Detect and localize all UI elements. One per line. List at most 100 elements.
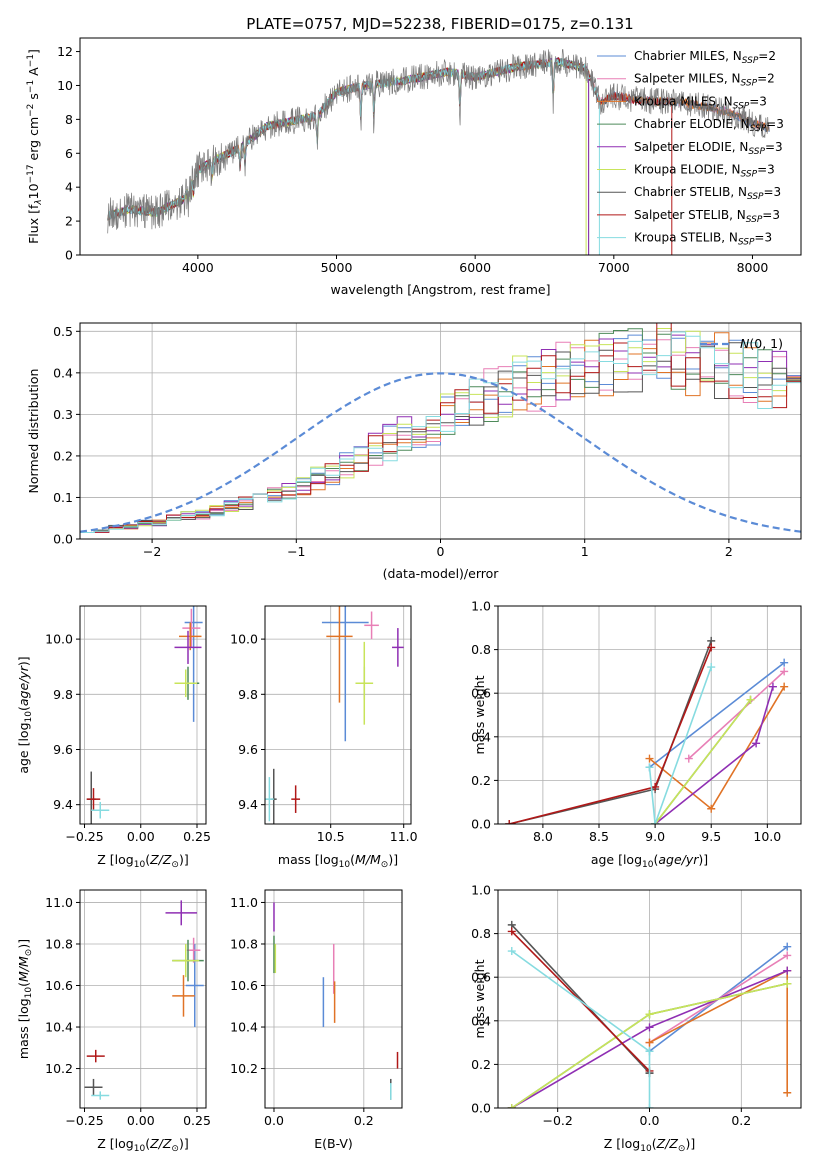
weight-vs-age-point-marker: [707, 663, 716, 672]
mass-vs-ebv-xtick-label: 0.2: [354, 1113, 374, 1128]
age-vs-mass-point-salpeter-stelib: [291, 785, 301, 813]
age-vs-mass-xlabel-part: )]: [388, 852, 398, 867]
weight-vs-Z-series-kroupa-stelib: [507, 947, 654, 1108]
spectrum-legend-label-part: =2: [757, 72, 775, 86]
weight-vs-age-point-marker: [780, 667, 789, 676]
age-vs-Z-ylabel: age [log10(age/yr)]: [16, 656, 34, 773]
mass-vs-Z-point-salpeter-elodie: [165, 900, 197, 926]
mass-vs-Z-point-chabrier-miles: [185, 943, 204, 1028]
age-vs-mass-ytick-label: 9.8: [238, 687, 258, 702]
age-vs-mass-xlabel-part: (: [350, 852, 355, 867]
age-vs-mass-ytick-label: 9.4: [238, 797, 258, 812]
weight-vs-age-xtick-label: 8.5: [589, 829, 609, 844]
spectrum-frame: 4000 5000 6000 7000 8000 0 2 4 6 8 10 12: [57, 37, 802, 275]
spectrum-ylabel-part: λ: [34, 199, 44, 205]
age-vs-Z-ytick-label: 9.6: [53, 742, 73, 757]
spectrum-legend-label-part: =3: [765, 140, 783, 154]
spectrum-legend-label-part: Chabrier STELIB, N: [634, 185, 747, 199]
spectrum-ytick-label: 6: [65, 146, 73, 161]
weight-vs-age-series-line: [688, 670, 785, 760]
age-vs-mass-xlabel-part: mass [log: [278, 852, 339, 867]
mass-vs-Z-ytick-label: 10.4: [45, 1020, 73, 1035]
age-vs-Z-point-salpeter-miles: [182, 608, 201, 648]
spectrum-observed: [107, 49, 769, 234]
spectrum-legend-label: Salpeter STELIB, NSSP=3: [634, 208, 780, 225]
spectrum-legend-label-part: Kroupa ELODIE, N: [634, 163, 741, 177]
mass-vs-ebv-data-group: [273, 902, 399, 1100]
mass-vs-Z-xlabel-part: Z [log: [97, 1136, 133, 1151]
spectrum-legend-label-part: =2: [758, 49, 776, 63]
age-vs-Z-frame: −0.25 0.00 0.25 9.4 9.6 9.8 10.0: [45, 605, 211, 844]
spectrum-ylabel-part: A: [26, 67, 41, 80]
residuals-legend-label: N(0, 1): [740, 336, 783, 351]
age-vs-mass-point-chabrier-miles: [321, 606, 369, 742]
spectrum-legend-label-part: Kroupa STELIB, N: [634, 231, 738, 245]
age-vs-mass-xlabel-part: ⊙: [381, 860, 389, 870]
age-vs-mass-point-kroupa-miles: [326, 606, 353, 703]
spectrum-legend-label-part: Chabrier MILES, N: [634, 49, 742, 63]
mass-vs-ebv-ytick-label: 10.4: [230, 1020, 258, 1035]
weight-vs-age-series-salpeter-elodie: [651, 682, 777, 824]
weight-vs-age-series-salpeter-stelib: [505, 643, 716, 824]
age-vs-Z-data-group: [86, 606, 203, 824]
weight-vs-age-xtick-label: 9.5: [701, 829, 721, 844]
age-vs-Z-ytick-label: 9.8: [53, 687, 73, 702]
weight-vs-Z-point-marker: [783, 951, 792, 960]
mass-vs-ebv-xlabel: E(B-V): [314, 1136, 353, 1151]
weight-vs-Z-xlabel: Z [log10(Z/Z⊙)]: [604, 1136, 695, 1154]
weight-vs-Z-xtick-label: 0.0: [640, 1113, 660, 1128]
age-vs-mass-border: [264, 605, 412, 825]
weight-vs-Z-point-marker: [507, 1104, 516, 1108]
residuals-xtick-label: −1: [287, 544, 305, 559]
spectrum-ytick-label: 12: [57, 44, 73, 59]
spectrum-ylabel-part: −17: [26, 164, 36, 183]
spectrum-legend-label-part: SSP: [741, 79, 758, 89]
weight-vs-Z-point-marker: [645, 1023, 654, 1032]
age-vs-mass-xlabel: mass [log10(M/M⊙)]: [278, 852, 398, 870]
mass-vs-Z-point-kroupa-elodie: [172, 943, 200, 978]
spectrum-ylabel-part: erg cm: [26, 117, 41, 165]
weight-vs-age-point-marker: [684, 754, 693, 763]
weight-vs-Z-series-kroupa-elodie: [507, 979, 792, 1108]
residuals-ytick-label: 0.0: [53, 532, 73, 547]
weight-vs-Z-xtick-label: −0.2: [543, 1113, 573, 1128]
age-vs-Z-xtick-label: 0.00: [127, 829, 155, 844]
mass-vs-Z-point-salpeter-stelib: [86, 1049, 105, 1063]
age-vs-Z-xlabel: Z [log10(Z/Z⊙)]: [97, 852, 188, 870]
weight-vs-age-ytick-label: 1.0: [471, 599, 491, 614]
weight-vs-age-xtick-label: 9.0: [645, 829, 665, 844]
spectrum-legend-label-part: SSP: [741, 170, 758, 180]
residuals-ytick-label: 0.3: [53, 407, 73, 422]
residuals-gaussian-curve: [80, 372, 801, 533]
spectrum-xtick-label: 4000: [182, 260, 214, 275]
age-vs-Z-point-kroupa-stelib: [91, 801, 110, 819]
weight-vs-Z-point-marker: [645, 1104, 654, 1108]
age-vs-Z-xtick-label: 0.25: [183, 829, 211, 844]
weight-vs-age-series-kroupa-miles: [645, 682, 789, 813]
weight-vs-age-point-marker: [645, 754, 654, 763]
weight-vs-age-point-marker: [645, 763, 654, 772]
spectrum-legend-label-part: =3: [757, 163, 775, 177]
mass-vs-ebv-ytick-label: 10.6: [230, 978, 258, 993]
weight-vs-age-series-line: [649, 662, 785, 768]
mass-vs-Z-ylabel-part: 10: [24, 987, 34, 999]
weight-vs-Z-xlabel-part: Z/Z: [656, 1136, 679, 1151]
weight-vs-age-point-marker: [651, 782, 660, 791]
spectrum-xtick-label: 6000: [459, 260, 491, 275]
age-vs-Z-ylabel-part: 10: [24, 711, 34, 723]
weight-vs-age-series-line: [509, 647, 712, 824]
weight-vs-Z-xlabel-part: )]: [685, 1136, 695, 1151]
weight-vs-age-ytick-label: 0.4: [471, 729, 491, 744]
weight-vs-Z-ytick-label: 0.8: [471, 926, 491, 941]
weight-vs-age-ylabel: mass weight: [472, 675, 487, 754]
mass-vs-Z-xtick-label: −0.25: [65, 1113, 103, 1128]
mass-vs-Z-point-chabrier-stelib: [84, 1078, 103, 1096]
weight-vs-age-ytick-label: 0.2: [471, 773, 491, 788]
weight-vs-Z-point-marker: [507, 947, 516, 956]
spectrum-ylabel-part: −1: [26, 54, 36, 67]
spectrum-ytick-label: 0: [65, 248, 73, 263]
weight-vs-age-series-chabrier-stelib: [505, 636, 716, 824]
mass-vs-Z-ytick-label: 10.2: [45, 1061, 73, 1076]
spectrum-legend-label-part: SSP: [742, 56, 759, 66]
